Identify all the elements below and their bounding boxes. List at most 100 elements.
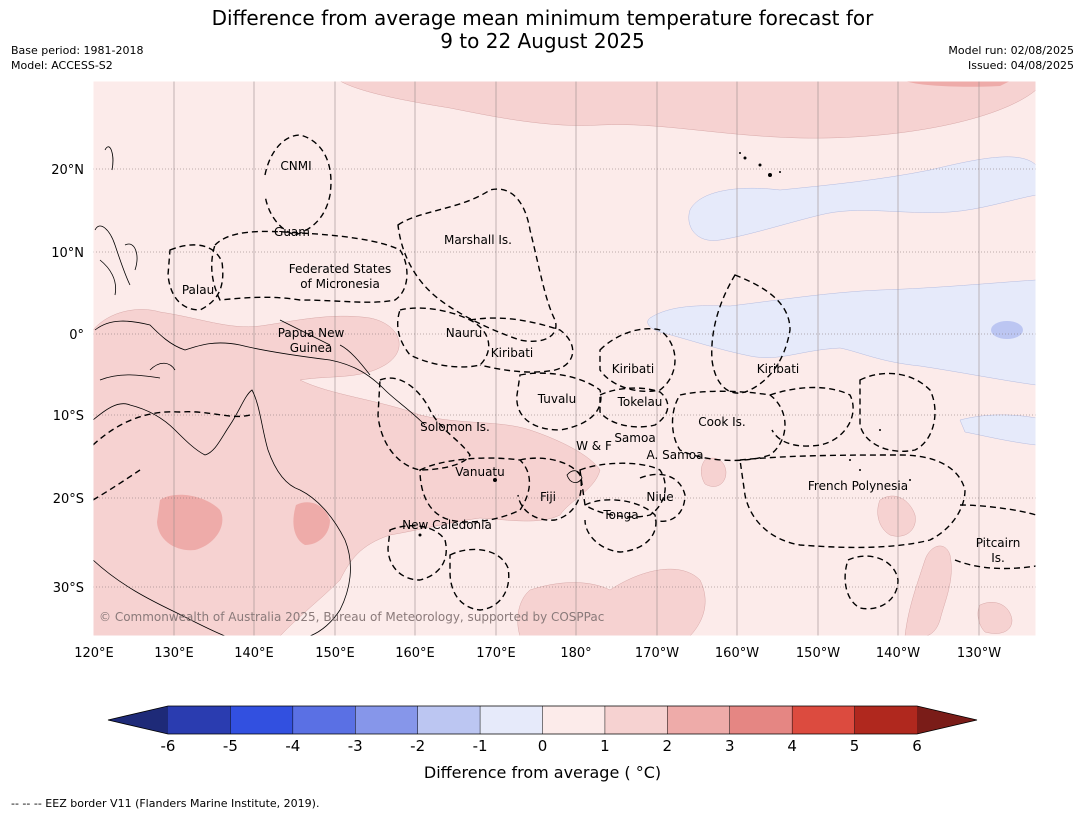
label-american-samoa: A. Samoa <box>647 448 704 462</box>
colorbar-segment <box>542 706 605 734</box>
issued-date: Issued: 04/08/2025 <box>967 59 1074 72</box>
anomaly-region-1-2-south-e <box>977 602 1013 634</box>
colorbar-segment <box>854 706 917 734</box>
anomaly-region-cool-equator <box>647 279 1036 386</box>
colorbar-tick-label: 0 <box>537 737 548 755</box>
colorbar-over-arrow <box>917 706 977 734</box>
model-name: Model: ACCESS-S2 <box>11 59 113 72</box>
anomaly-region-2-3-west-a <box>157 494 223 551</box>
map-frame <box>92 80 1037 637</box>
label-nauru: Nauru <box>446 326 482 340</box>
colorbar-tick-label: -3 <box>347 737 363 755</box>
lat-label: 10°N <box>51 246 84 261</box>
lat-axis-labels: 20°N 10°N 0° 10°S 20°S 30°S <box>51 163 84 596</box>
label-tuvalu: Tuvalu <box>537 392 577 406</box>
anomaly-region-cool-core <box>991 321 1023 339</box>
colorbar-segment <box>729 706 793 734</box>
label-samoa: Samoa <box>614 431 655 445</box>
lon-label: 170°W <box>635 646 679 661</box>
label-french-polynesia: French Polynesia <box>808 479 908 493</box>
lon-label: 140°W <box>876 646 920 661</box>
label-fiji: Fiji <box>540 490 556 504</box>
graticule-lat <box>93 168 1036 588</box>
anomaly-region-1-2-south-a <box>517 568 706 636</box>
lon-label: 150°W <box>796 646 840 661</box>
colorbar-tick-label: -1 <box>472 737 488 755</box>
map-title: Difference from average mean minimum tem… <box>0 7 1085 53</box>
label-solomon: Solomon Is. <box>420 420 490 434</box>
anomaly-region-2-3-north <box>905 81 1010 87</box>
base-period: Base period: 1981-2018 <box>11 44 144 57</box>
colorbar-tick-label: 5 <box>849 737 860 755</box>
lat-label: 0° <box>69 328 84 343</box>
lon-label: 160°E <box>395 646 435 661</box>
lon-label: 180° <box>560 646 591 661</box>
title-line-2: 9 to 22 August 2025 <box>440 29 645 53</box>
lon-label: 170°E <box>476 646 516 661</box>
eez-footnote: -- -- -- EEZ border V11 (Flanders Marine… <box>11 797 320 810</box>
colorbar-segment <box>417 706 481 734</box>
colorbar-segment <box>480 706 543 734</box>
label-palau: Palau <box>182 283 214 297</box>
islands <box>418 152 911 537</box>
anomaly-region-1-2-south-c <box>904 545 952 636</box>
lon-label: 120°E <box>74 646 114 661</box>
label-png-1: Papua New <box>278 326 345 340</box>
lon-label: 160°W <box>715 646 759 661</box>
anomaly-region-cool-north <box>688 156 1036 241</box>
colorbar-under-arrow <box>108 706 168 734</box>
colorbar-segment <box>292 706 356 734</box>
lat-label: 20°S <box>53 492 84 507</box>
label-cnmi: CNMI <box>280 159 311 173</box>
graticule <box>173 81 980 636</box>
copyright-notice: © Commonwealth of Australia 2025, Bureau… <box>99 610 604 624</box>
label-pitcairn-2: Is. <box>991 551 1005 565</box>
colorbar <box>107 705 978 735</box>
lat-label: 10°S <box>53 409 84 424</box>
colorbar-tick-label: 4 <box>787 737 797 755</box>
colorbar-tick-label: 3 <box>724 737 735 755</box>
colorbar-tick-label: -5 <box>222 737 238 755</box>
anomaly-region-1-2-south-d <box>701 457 727 487</box>
colorbar-segment <box>792 706 855 734</box>
label-cook-islands: Cook Is. <box>698 415 745 429</box>
label-kiribati-east: Kiribati <box>757 362 799 376</box>
colorbar-tick-label: -2 <box>410 737 426 755</box>
anomaly-region-1-2-south-b <box>877 495 916 537</box>
colorbar-segment <box>667 706 730 734</box>
map-area <box>93 81 1036 636</box>
colorbar-tick-label: 2 <box>662 737 673 755</box>
lon-label: 140°E <box>234 646 274 661</box>
colorbar-segment <box>230 706 293 734</box>
lon-axis-labels: 120°E 130°E 140°E 150°E 160°E 170°E 180°… <box>74 646 1001 661</box>
lon-label: 130°W <box>957 646 1001 661</box>
label-niue: Niue <box>646 490 673 504</box>
meta-right: Model run: 02/08/2025 Issued: 04/08/2025 <box>948 43 1074 73</box>
region-labels: CNMI Guam Marshall Is. Federated States … <box>182 159 1020 565</box>
label-png-2: Guinea <box>290 341 333 355</box>
lon-label: 130°E <box>154 646 194 661</box>
lat-label: 20°N <box>51 163 84 178</box>
colorbar-label: Difference from average ( °C) <box>423 763 662 782</box>
lat-label: 30°S <box>53 581 84 596</box>
label-vanuatu: Vanuatu <box>455 465 505 479</box>
label-tokelau: Tokelau <box>617 395 663 409</box>
meta-left: Base period: 1981-2018 Model: ACCESS-S2 <box>11 43 143 73</box>
title-line-1: Difference from average mean minimum tem… <box>211 6 874 30</box>
eez-borders <box>93 134 1036 611</box>
coastlines <box>93 146 583 636</box>
label-tonga: Tonga <box>602 508 638 522</box>
label-wallis-futuna: W & F <box>576 439 612 453</box>
anomaly-region-1-2-west <box>93 309 601 636</box>
colorbar-tick-label: -4 <box>285 737 301 755</box>
colorbar-segment <box>168 706 231 734</box>
colorbar-tick-label: -6 <box>160 737 176 755</box>
label-fsm-1: Federated States <box>289 262 391 276</box>
label-marshall: Marshall Is. <box>444 233 512 247</box>
label-kiribati-west: Kiribati <box>491 346 533 360</box>
colorbar-tick-label: 1 <box>600 737 610 755</box>
label-guam: Guam <box>274 225 310 239</box>
label-fsm-2: of Micronesia <box>300 277 380 291</box>
colorbar-frame <box>107 705 978 735</box>
colorbar-segment <box>355 706 418 734</box>
